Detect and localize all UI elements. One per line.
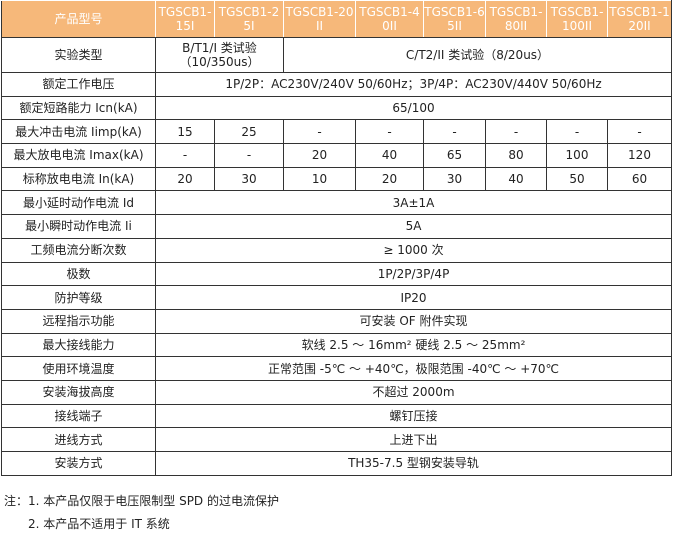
row-label: 安装方式 [1, 451, 156, 476]
row-value: 可安装 OF 附件实现 [155, 308, 672, 334]
row-label: 使用环境温度 [1, 356, 156, 381]
row-value: 20 [283, 143, 356, 168]
model-header: TGSCB1-80II [485, 0, 547, 38]
row-value: 20 [155, 166, 215, 192]
table-row: 最小瞬时动作电流 Ii 5A [1, 214, 672, 239]
note-2: 2. 本产品不适用于 IT 系统 [28, 517, 170, 531]
row-label: 安装海拔高度 [1, 379, 156, 405]
row-label: 进线方式 [1, 427, 156, 452]
row-value: 螺钉压接 [155, 403, 672, 429]
row-label: 接线端子 [1, 403, 156, 429]
row-value: 65 [423, 143, 486, 168]
row-value: 10 [283, 166, 356, 192]
table-row: 进线方式 上进下出 [1, 427, 672, 452]
row-label: 极数 [1, 261, 156, 287]
row-value: 60 [607, 166, 672, 192]
table-row: 额定工作电压 1P/2P：AC230V/240V 50/60Hz；3P/4P：AC… [1, 72, 672, 97]
table-row: 额定短路能力 Icn(kA) 65/100 [1, 95, 672, 121]
table-row: 实验类型 B/T1/I 类试验（10/350us） C/T2/II 类试验（8/20… [1, 37, 672, 73]
row-value: 30 [423, 166, 486, 192]
row-value: 上进下出 [155, 427, 672, 452]
row-value: 25 [214, 119, 284, 145]
row-value: 15 [155, 119, 215, 145]
row-value: 1P/2P：AC230V/240V 50/60Hz；3P/4P：AC230V/4… [155, 72, 672, 97]
row-label: 最大接线能力 [1, 332, 156, 358]
table-row: 使用环境温度 正常范围 -5℃ ～ +40℃，极限范围 -40℃ ～ +70℃ [1, 356, 672, 381]
model-header: TGSCB1-20II [283, 0, 356, 38]
row-value: - [607, 119, 672, 145]
row-value: - [485, 119, 547, 145]
row-value: 40 [485, 166, 547, 192]
row-value: 100 [546, 143, 608, 168]
model-header: TGSCB1-120II [607, 0, 672, 38]
row-label: 最大冲击电流 Iimp(kA) [1, 119, 156, 145]
notes: 注：1. 本产品仅限于电压限制型 SPD 的过电流保护 2. 本产品不适用于 I… [4, 490, 279, 536]
row-label: 工频电流分断次数 [1, 237, 156, 263]
table-row: 极数 1P/2P/3P/4P [1, 261, 672, 287]
row-value: - [214, 143, 284, 168]
model-header: TGSCB1-15I [155, 0, 215, 38]
spec-table: 产品型号 TGSCB1-15I TGSCB1-25I TGSCB1-20II TGSCB… [1, 0, 672, 476]
row-value: 不超过 2000m [155, 379, 672, 405]
row-value: 正常范围 -5℃ ～ +40℃，极限范围 -40℃ ～ +70℃ [155, 356, 672, 381]
table-row: 远程指示功能 可安装 OF 附件实现 [1, 308, 672, 334]
row-value: 软线 2.5 ～ 16mm² 硬线 2.5 ～ 25mm² [155, 332, 672, 358]
row-value: - [546, 119, 608, 145]
row-label: 额定短路能力 Icn(kA) [1, 95, 156, 121]
row-value: - [355, 119, 424, 145]
row-value: 30 [214, 166, 284, 192]
model-header: TGSCB1-65II [423, 0, 486, 38]
row-label: 防护等级 [1, 285, 156, 310]
row-value: 50 [546, 166, 608, 192]
row-value: 3A±1A [155, 190, 672, 216]
note-1: 注：1. 本产品仅限于电压限制型 SPD 的过电流保护 [4, 494, 279, 508]
row-label: 最大放电电流 Imax(kA) [1, 143, 156, 168]
row-label: 实验类型 [1, 37, 156, 73]
row-label: 额定工作电压 [1, 72, 156, 97]
table-row: 安装海拔高度 不超过 2000m [1, 379, 672, 405]
row-label: 标称放电电流 In(kA) [1, 166, 156, 192]
model-header: TGSCB1-100II [546, 0, 608, 38]
test-class-2: C/T2/II 类试验（8/20us） [283, 37, 672, 73]
test-class-1: B/T1/I 类试验（10/350us） [155, 37, 284, 73]
row-value: 40 [355, 143, 424, 168]
table-row: 标称放电电流 In(kA) 20 30 10 20 30 40 50 60 [1, 166, 672, 192]
row-label: 最小瞬时动作电流 Ii [1, 214, 156, 239]
row-value: - [423, 119, 486, 145]
row-value: 80 [485, 143, 547, 168]
row-value: 120 [607, 143, 672, 168]
row-value: 65/100 [155, 95, 672, 121]
row-value: TH35-7.5 型钢安装导轨 [155, 451, 672, 476]
row-label: 远程指示功能 [1, 308, 156, 334]
table-row: 产品型号 TGSCB1-15I TGSCB1-25I TGSCB1-20II TGSCB… [1, 0, 672, 38]
row-value: ≥ 1000 次 [155, 237, 672, 263]
table-row: 防护等级 IP20 [1, 285, 672, 310]
row-label: 最小延时动作电流 Id [1, 190, 156, 216]
table-row: 最大冲击电流 Iimp(kA) 15 25- - - - - - [1, 119, 672, 145]
table-row: 最大接线能力 软线 2.5 ～ 16mm² 硬线 2.5 ～ 25mm² [1, 332, 672, 358]
table-row: 最小延时动作电流 Id 3A±1A [1, 190, 672, 216]
row-value: - [155, 143, 215, 168]
model-header: TGSCB1-25I [214, 0, 284, 38]
table-row: 工频电流分断次数 ≥ 1000 次 [1, 237, 672, 263]
table-row: 接线端子 螺钉压接 [1, 403, 672, 429]
row-value: 5A [155, 214, 672, 239]
table-row: 最大放电电流 Imax(kA) - -20 40 65 80 100 120 [1, 143, 672, 168]
header-label: 产品型号 [1, 0, 156, 38]
row-value: - [283, 119, 356, 145]
model-header: TGSCB1-40II [355, 0, 424, 38]
row-value: 20 [355, 166, 424, 192]
row-value: 1P/2P/3P/4P [155, 261, 672, 287]
table-row: 安装方式 TH35-7.5 型钢安装导轨 [1, 451, 672, 476]
row-value: IP20 [155, 285, 672, 310]
